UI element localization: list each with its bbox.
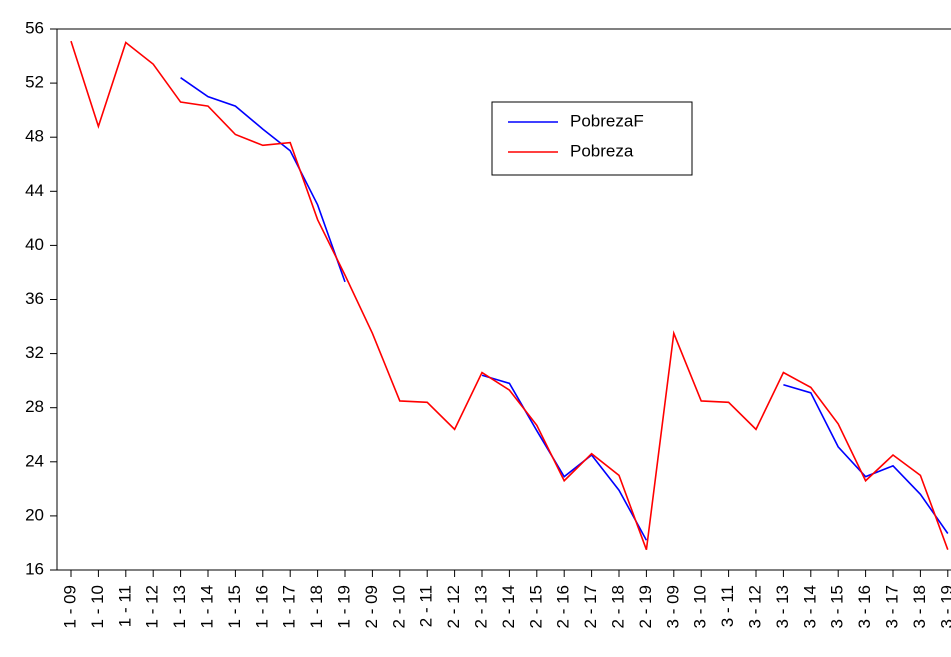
x-tick-label: 3 - 11 [718,585,737,627]
x-tick-label: 1 - 17 [280,585,299,628]
x-tick-label: 2 - 13 [471,585,490,628]
y-tick-label: 52 [25,73,44,92]
x-tick-label: 1 - 15 [225,585,244,628]
x-tick-label: 3 - 09 [663,585,682,628]
x-tick-label: 3 - 18 [910,585,929,628]
x-tick-label: 1 - 10 [88,585,107,628]
x-tick-label: 2 - 19 [636,585,655,628]
y-tick-label: 40 [25,235,44,254]
x-tick-label: 3 - 17 [882,585,901,628]
legend-box [491,101,693,176]
x-tick-label: 2 - 17 [581,585,600,628]
x-tick-label: 1 - 18 [307,585,326,628]
line-series [70,40,949,550]
x-tick-label: 2 - 10 [389,585,408,628]
x-tick-label: 1 - 12 [143,585,162,628]
x-tick-label: 2 - 12 [444,585,463,628]
y-tick-label: 24 [25,451,44,470]
x-tick-label: 3 - 14 [800,585,819,628]
y-tick-label: 16 [25,559,44,578]
line-series [180,77,949,541]
y-tick-label: 32 [25,343,44,362]
x-tick-label: 2 - 14 [499,585,518,628]
legend-label: Pobreza [570,141,634,160]
x-tick-label: 2 - 16 [554,585,573,628]
x-tick-label: 3 - 16 [855,585,874,628]
y-tick-label: 28 [25,397,44,416]
x-tick-label: 1 - 13 [170,585,189,628]
x-tick-label: 3 - 13 [773,585,792,628]
x-tick-label: 1 - 11 [115,585,134,627]
y-tick-label: 56 [25,18,44,37]
y-tick-label: 48 [25,127,44,146]
x-tick-label: 3 - 19 [937,585,951,628]
y-tick-label: 36 [25,289,44,308]
y-tick-label: 20 [25,505,44,524]
legend: PobrezaF Pobreza [491,101,693,176]
x-tick-label: 1 - 09 [60,585,79,628]
x-tick-label: 3 - 15 [828,585,847,628]
x-tick-label: 3 - 10 [691,585,710,628]
x-tick-label: 3 - 12 [745,585,764,628]
x-tick-label: 2 - 11 [417,585,436,627]
legend-label: PobrezaF [570,111,644,130]
x-tick-label: 1 - 19 [334,585,353,628]
x-tick-label: 2 - 09 [362,585,381,628]
x-tick-label: 2 - 18 [608,585,627,628]
x-tick-label: 2 - 15 [526,585,545,628]
x-tick-label: 1 - 14 [197,585,216,628]
y-tick-label: 44 [25,181,44,200]
x-tick-label: 1 - 16 [252,585,271,628]
